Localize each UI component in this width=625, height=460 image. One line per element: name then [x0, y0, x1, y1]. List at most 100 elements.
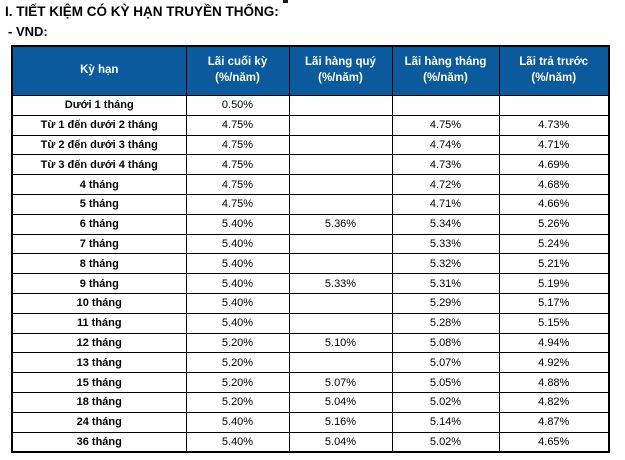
rate-cell-monthly: 4.73%: [391, 154, 500, 176]
rate-cell-end: 4.75%: [185, 174, 290, 195]
table-row: 36 tháng 5.40% 5.04% 5.02% 4.65%: [11, 431, 610, 453]
rate-cell-prepaid: 4.68%: [498, 174, 610, 195]
table-row: 11 tháng 5.40% 5.28% 5.15%: [11, 312, 610, 334]
rate-cell-prepaid: 5.17%: [498, 292, 610, 314]
rate-cell-end: 5.20%: [185, 332, 290, 354]
table-row: 7 tháng 5.40% 5.33% 5.24%: [11, 233, 610, 255]
rate-cell-end: 5.40%: [185, 312, 290, 334]
rate-cell-quarterly: [288, 292, 393, 314]
rate-cell-monthly: 5.02%: [391, 431, 500, 453]
rate-cell-monthly: 5.14%: [391, 411, 500, 433]
table-row: 24 tháng 5.40% 5.16% 5.14% 4.87%: [11, 411, 610, 433]
rate-cell-quarterly: 5.36%: [288, 213, 393, 235]
term-cell: 6 tháng: [11, 213, 187, 235]
rate-cell-prepaid: 4.69%: [498, 154, 610, 176]
rate-cell-prepaid: 5.19%: [498, 273, 610, 294]
rate-cell-prepaid: 4.92%: [498, 352, 610, 374]
table-row: 18 tháng 5.20% 5.04% 5.02% 4.82%: [11, 391, 610, 413]
rate-cell-end: 4.75%: [185, 193, 290, 215]
table-row: 4 tháng 4.75% 4.72% 4.68%: [11, 174, 610, 195]
term-cell: Từ 3 đến dưới 4 tháng: [11, 154, 187, 176]
rate-cell-prepaid: 5.15%: [498, 312, 610, 334]
rate-cell-monthly: 5.29%: [391, 292, 500, 314]
col-header-monthly: Lãi hàng tháng (%/năm): [391, 45, 500, 96]
rate-cell-quarterly: 5.07%: [288, 372, 393, 393]
rate-cell-monthly: 4.74%: [391, 134, 500, 156]
term-cell: 15 tháng: [11, 372, 187, 393]
cropped-text-fragment: [283, 0, 288, 3]
term-cell: 12 tháng: [11, 332, 187, 354]
rate-cell-quarterly: 5.33%: [288, 273, 393, 294]
rate-cell-monthly: 4.75%: [391, 114, 500, 136]
term-cell: Từ 2 đến dưới 3 tháng: [11, 134, 187, 156]
rate-cell-end: 0.50%: [185, 95, 290, 116]
term-cell: 4 tháng: [11, 174, 187, 195]
rate-cell-monthly: 5.34%: [391, 213, 500, 235]
rate-cell-prepaid: 4.65%: [498, 431, 610, 453]
rate-cell-prepaid: 4.71%: [498, 134, 610, 156]
header-row: Kỳ hạn Lãi cuối kỳ (%/năm) Lãi hàng quý …: [11, 45, 610, 96]
rate-cell-end: 5.40%: [185, 233, 290, 255]
currency-label: - VND:: [8, 24, 48, 39]
rate-cell-end: 4.75%: [185, 154, 290, 176]
rates-table-body: Dưới 1 tháng 0.50% Từ 1 đến dưới 2 tháng 4.…: [11, 95, 610, 453]
col-header-end-of-term: Lãi cuối kỳ (%/năm): [185, 45, 290, 96]
rate-cell-end: 4.75%: [185, 134, 290, 156]
rate-cell-end: 5.20%: [185, 372, 290, 393]
rate-cell-prepaid: 5.21%: [498, 253, 610, 275]
col-header-unit: (%/năm): [215, 72, 260, 84]
table-row: Từ 1 đến dưới 2 tháng 4.75% 4.75% 4.73%: [11, 114, 610, 136]
rate-cell-end: 5.40%: [185, 273, 290, 294]
term-cell: 13 tháng: [11, 352, 187, 374]
term-cell: 11 tháng: [11, 312, 187, 334]
col-header-unit: (%/năm): [531, 72, 577, 84]
col-header-label: Lãi cuối kỳ: [207, 56, 268, 69]
rate-cell-quarterly: [288, 352, 393, 374]
col-header-term: Kỳ hạn: [11, 45, 187, 96]
table-row: 10 tháng 5.40% 5.29% 5.17%: [11, 292, 610, 314]
rate-cell-quarterly: [288, 174, 393, 195]
rate-cell-monthly: 5.07%: [391, 352, 500, 374]
rate-cell-prepaid: 4.82%: [498, 391, 610, 413]
term-cell: 18 tháng: [11, 391, 187, 413]
rate-cell-quarterly: 5.16%: [288, 411, 393, 433]
rate-cell-prepaid: 5.26%: [498, 213, 610, 235]
rate-cell-monthly: 5.08%: [391, 332, 500, 354]
term-cell: Dưới 1 tháng: [11, 95, 187, 116]
rate-cell-quarterly: [288, 134, 393, 156]
rate-cell-monthly: 5.33%: [391, 233, 500, 255]
col-header-label: Lãi hàng tháng: [404, 56, 487, 69]
rate-cell-quarterly: [288, 154, 393, 176]
term-cell: Từ 1 đến dưới 2 tháng: [11, 114, 187, 136]
rate-cell-quarterly: [288, 95, 393, 116]
table-row: 9 tháng 5.40% 5.33% 5.31% 5.19%: [11, 273, 610, 294]
col-header-unit: (%/năm): [423, 72, 468, 84]
rate-cell-prepaid: [498, 95, 610, 116]
table-row: 5 tháng 4.75% 4.71% 4.66%: [11, 193, 610, 215]
rate-cell-end: 5.40%: [185, 411, 290, 433]
rate-cell-prepaid: 4.88%: [498, 372, 610, 393]
rate-cell-quarterly: [288, 233, 393, 255]
section-title: I. TIẾT KIỆM CÓ KỲ HẠN TRUYỀN THỐNG:: [5, 4, 279, 19]
rate-cell-monthly: 5.05%: [391, 372, 500, 393]
term-cell: 10 tháng: [11, 292, 187, 314]
rate-cell-quarterly: [288, 114, 393, 136]
term-cell: 36 tháng: [11, 431, 187, 453]
rate-cell-end: 5.40%: [185, 431, 290, 453]
table-row: Dưới 1 tháng 0.50%: [11, 95, 610, 116]
rate-cell-monthly: 5.31%: [391, 273, 500, 294]
rate-cell-end: 5.40%: [185, 253, 290, 275]
interest-rates-table: Kỳ hạn Lãi cuối kỳ (%/năm) Lãi hàng quý …: [11, 45, 610, 454]
term-cell: 24 tháng: [11, 411, 187, 433]
table-row: Từ 2 đến dưới 3 tháng 4.75% 4.74% 4.71%: [11, 134, 610, 156]
table-row: 8 tháng 5.40% 5.32% 5.21%: [11, 253, 610, 275]
col-header-label: Lãi trả trước: [519, 56, 589, 69]
rate-cell-quarterly: 5.04%: [288, 431, 393, 453]
rate-cell-monthly: 5.32%: [391, 253, 500, 275]
table-row: Từ 3 đến dưới 4 tháng 4.75% 4.73% 4.69%: [11, 154, 610, 176]
rate-cell-monthly: [391, 95, 500, 116]
rate-cell-prepaid: 4.66%: [498, 193, 610, 215]
rate-cell-prepaid: 4.87%: [498, 411, 610, 433]
table-row: 15 tháng 5.20% 5.07% 5.05% 4.88%: [11, 372, 610, 393]
